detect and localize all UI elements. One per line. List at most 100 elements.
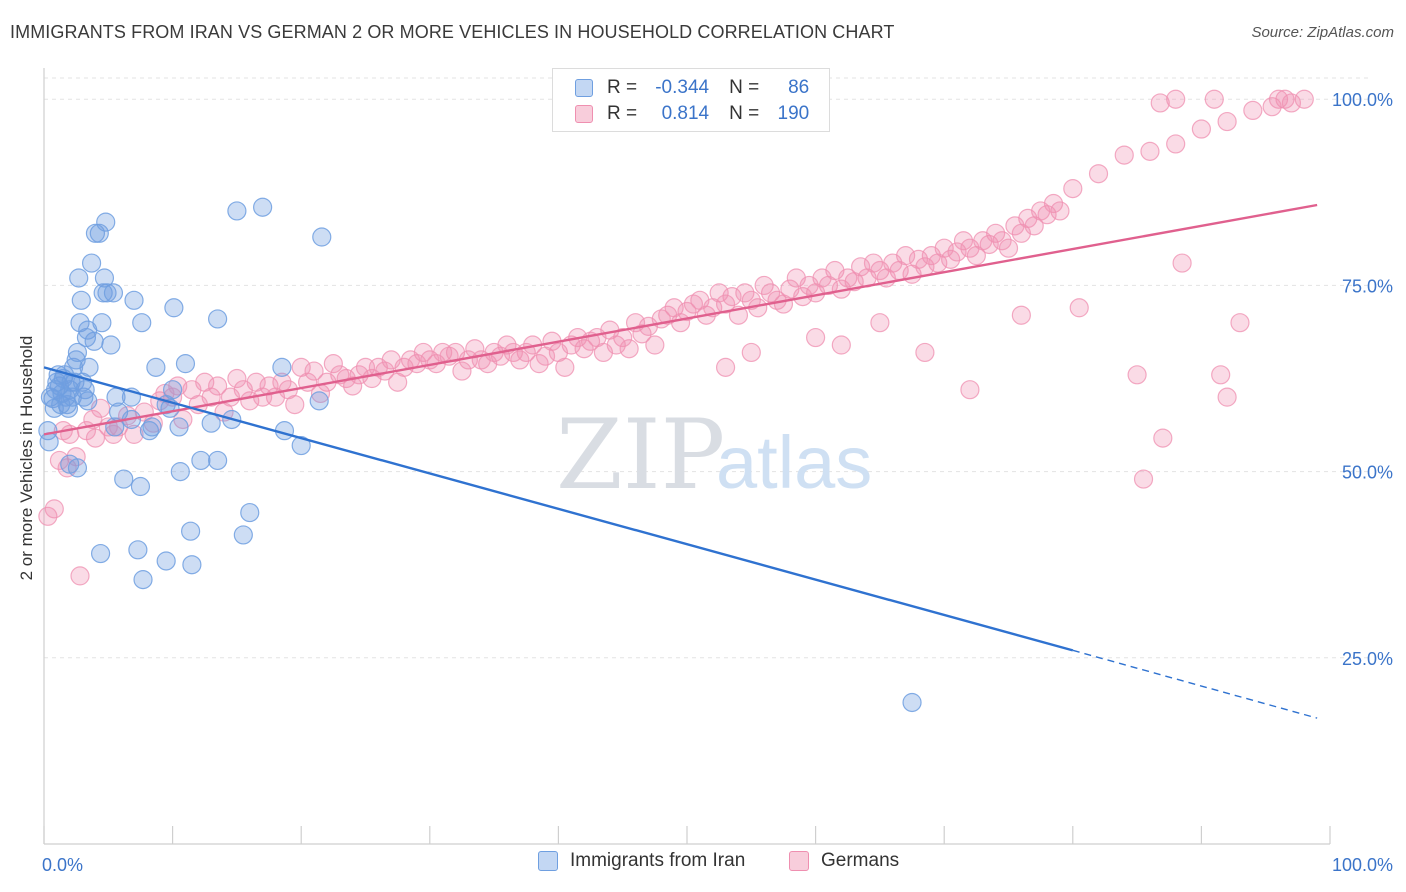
iran-point — [128, 540, 148, 560]
legend-item-german: Germans — [789, 850, 899, 872]
german-point — [1230, 313, 1250, 333]
legend-n-label: N = — [729, 103, 760, 124]
german-point — [870, 313, 890, 333]
german-point — [896, 246, 916, 266]
iran-point — [291, 435, 311, 456]
iran-point — [101, 335, 121, 355]
german-trend-line — [43, 203, 1318, 436]
german-point — [1150, 93, 1170, 113]
iran-point — [39, 432, 59, 452]
german-point — [645, 335, 665, 355]
iran-point — [97, 283, 117, 303]
iran-point — [182, 555, 202, 575]
legend-n-value: 86 — [788, 77, 810, 98]
german-point — [735, 283, 755, 303]
german-point — [38, 506, 58, 526]
watermark-atlas: atlas — [716, 421, 872, 504]
iran-point — [208, 450, 228, 471]
german-point — [722, 287, 742, 307]
german-point — [915, 342, 935, 363]
german-point — [227, 368, 247, 389]
german-point — [677, 301, 697, 322]
iran-point — [58, 398, 79, 418]
iran-point — [133, 570, 153, 590]
german-point — [992, 231, 1012, 251]
source-credit: Source: ZipAtlas.com — [1251, 24, 1394, 41]
x-tick-label: 100.0% — [1332, 855, 1393, 875]
iran-point — [170, 462, 190, 482]
legend-r-value: -0.344 — [655, 77, 710, 98]
german-point — [863, 253, 884, 273]
legend-item-iran: Immigrants from Iran — [538, 850, 745, 872]
iran-point — [71, 290, 91, 310]
iran-point — [233, 525, 253, 545]
iran-point — [309, 391, 329, 411]
iran-point — [253, 197, 273, 217]
german-point — [947, 242, 967, 262]
german-point — [1191, 119, 1212, 139]
german-point — [1088, 164, 1109, 184]
iran-point — [240, 502, 260, 523]
german-point — [851, 257, 871, 277]
iran-point — [124, 290, 144, 310]
iran-point — [79, 357, 99, 377]
german-point — [1211, 365, 1231, 385]
iran-point — [902, 692, 922, 713]
y-tick-label: 25.0% — [1342, 649, 1393, 669]
chart-title: IMMIGRANTS FROM IRAN VS GERMAN 2 OR MORE… — [10, 22, 895, 42]
german-point — [760, 283, 781, 303]
iran-point — [208, 309, 228, 329]
german-point — [1172, 253, 1192, 273]
german-point — [754, 275, 774, 296]
german-point — [343, 376, 363, 396]
iran-point — [201, 413, 221, 433]
german-point — [452, 361, 472, 381]
iran-point — [84, 331, 104, 351]
german-point — [709, 283, 729, 303]
german-point — [741, 342, 761, 363]
correlation-legend: R = -0.344 N = 86 R = 0.814 N = 190 — [552, 68, 830, 132]
german-point — [1243, 100, 1263, 121]
german-point — [529, 354, 549, 374]
german-point — [632, 324, 652, 344]
german-point — [613, 327, 633, 348]
german-point — [606, 335, 626, 355]
watermark: ZIP atlas — [556, 399, 872, 511]
tick-labels: 25.0% 50.0% 75.0% 100.0% 0.0% 100.0% — [42, 90, 1393, 875]
german-point — [715, 294, 736, 314]
german-point — [1127, 365, 1147, 385]
iran-swatch — [575, 79, 593, 97]
german-point — [1153, 428, 1173, 448]
german-point — [1043, 193, 1064, 214]
german-point — [986, 223, 1006, 243]
german-point — [831, 335, 851, 355]
y-tick-label: 100.0% — [1332, 90, 1393, 110]
iran-point — [96, 212, 116, 232]
german-point — [1069, 298, 1089, 318]
iran-point — [164, 298, 184, 318]
iran-point — [94, 268, 115, 288]
trend-lines — [43, 203, 1318, 719]
german-point — [168, 376, 188, 396]
german-point — [1217, 111, 1237, 132]
german-point — [1037, 205, 1057, 225]
iran-point — [89, 223, 109, 243]
german-point — [1166, 89, 1186, 109]
iran-point — [78, 391, 98, 411]
iran-trend-line — [43, 366, 1074, 652]
german-point — [1217, 387, 1237, 407]
german-point — [510, 350, 530, 370]
iran-point — [156, 551, 176, 571]
iran-trend-line-extension — [1072, 649, 1318, 719]
german-point — [908, 249, 929, 269]
iran-point — [139, 421, 160, 441]
german-point — [323, 354, 343, 374]
german-point — [1114, 145, 1134, 165]
german-point — [619, 339, 639, 359]
iran-point — [191, 450, 211, 471]
german-point — [1294, 89, 1314, 109]
german-point — [1140, 141, 1160, 161]
legend-label-german: Germans — [821, 850, 900, 871]
iran-point — [67, 458, 88, 478]
